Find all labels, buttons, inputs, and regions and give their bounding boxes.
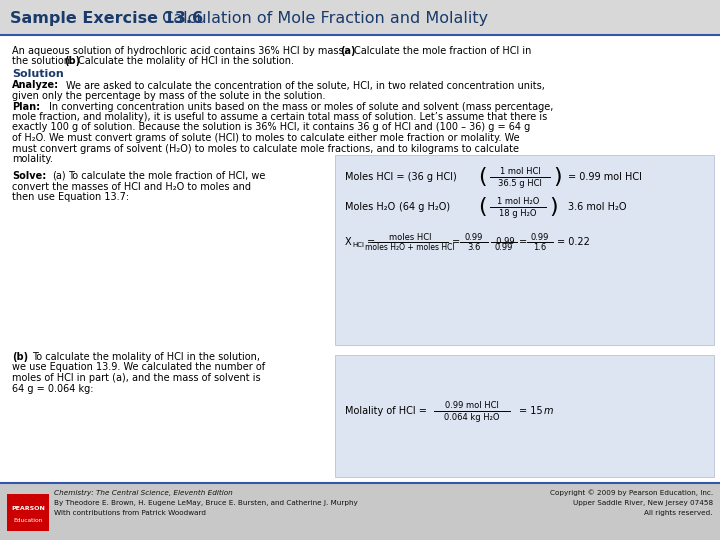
Text: ): ) [554,167,562,187]
Text: Upper Saddle River, New Jersey 07458: Upper Saddle River, New Jersey 07458 [573,500,713,506]
Text: HCl: HCl [352,242,364,248]
Text: To calculate the mole fraction of HCl, we: To calculate the mole fraction of HCl, w… [68,171,266,181]
Text: 1.6: 1.6 [534,244,546,253]
Text: the solution.: the solution. [12,57,76,66]
Text: (a): (a) [340,46,356,56]
Text: Calculate the molality of HCl in the solution.: Calculate the molality of HCl in the sol… [78,57,294,66]
Text: Calculate the mole fraction of HCl in: Calculate the mole fraction of HCl in [354,46,531,56]
Text: Sample Exercise 13.6: Sample Exercise 13.6 [10,10,203,25]
Text: In converting concentration units based on the mass or moles of solute and solve: In converting concentration units based … [49,102,554,111]
Text: (b): (b) [64,57,80,66]
Text: 64 g = 0.064 kg:: 64 g = 0.064 kg: [12,383,94,394]
Text: 0.99 mol HCl: 0.99 mol HCl [445,402,499,410]
Text: m: m [544,406,554,416]
Text: Molality of HCl =: Molality of HCl = [345,406,427,416]
Text: (a): (a) [52,171,66,181]
Text: We are asked to calculate the concentration of the solute, HCl, in two related c: We are asked to calculate the concentrat… [66,80,545,91]
Text: (64 g H₂O): (64 g H₂O) [399,202,450,212]
Text: 3.6: 3.6 [467,244,481,253]
Text: Chemistry: The Central Science, Eleventh Edition: Chemistry: The Central Science, Eleventh… [54,490,233,496]
Text: moles HCl: moles HCl [389,233,431,241]
Text: of H₂O. We must convert grams of solute (HCl) to moles to calculate either mole : of H₂O. We must convert grams of solute … [12,133,520,143]
Text: Analyze:: Analyze: [12,80,59,91]
Text: Solution: Solution [12,69,64,79]
Text: =: = [519,237,527,247]
Text: Calculation of Mole Fraction and Molality: Calculation of Mole Fraction and Molalit… [157,10,488,25]
Text: 36.5 g HCl: 36.5 g HCl [498,179,542,187]
Text: Solve:: Solve: [12,171,46,181]
Text: (b): (b) [12,352,28,362]
Text: Moles HCl = (36 g HCl): Moles HCl = (36 g HCl) [345,172,456,182]
Text: 18 g H₂O: 18 g H₂O [499,208,536,218]
Text: moles of HCl in part (a), and the mass of solvent is: moles of HCl in part (a), and the mass o… [12,373,261,383]
Text: = 0.22: = 0.22 [557,237,590,247]
Text: we use Equation 13.9. We calculated the number of: we use Equation 13.9. We calculated the … [12,362,265,373]
Text: Plan:: Plan: [12,102,40,111]
Text: (: ( [477,197,486,217]
Text: then use Equation 13.7:: then use Equation 13.7: [12,192,129,202]
Text: must convert grams of solvent (H₂O) to moles to calculate mole fractions, and to: must convert grams of solvent (H₂O) to m… [12,144,519,153]
Text: 3.6 mol H₂O: 3.6 mol H₂O [568,202,626,212]
Text: 1 mol HCl: 1 mol HCl [500,167,541,177]
Text: =: = [367,237,375,247]
Text: 1 mol H₂O: 1 mol H₂O [497,198,539,206]
Text: given only the percentage by mass of the solute in the solution.: given only the percentage by mass of the… [12,91,325,101]
Text: With contributions from Patrick Woodward: With contributions from Patrick Woodward [54,510,206,516]
Bar [0,35,720,483]
Bar [0,0,720,35]
Text: convert the masses of HCl and H₂O to moles and: convert the masses of HCl and H₂O to mol… [12,181,251,192]
Text: An aqueous solution of hydrochloric acid contains 36% HCl by mass.: An aqueous solution of hydrochloric acid… [12,46,350,56]
Text: = 15: = 15 [519,406,546,416]
Text: moles H₂O + moles HCl: moles H₂O + moles HCl [365,244,455,253]
Text: By Theodore E. Brown, H. Eugene LeMay, Bruce E. Bursten, and Catherine J. Murphy: By Theodore E. Brown, H. Eugene LeMay, B… [54,500,358,506]
Text: X: X [345,237,351,247]
Text: 0.99: 0.99 [491,238,515,246]
Text: Moles H₂O: Moles H₂O [345,202,395,212]
Text: ): ) [549,197,558,217]
Text: mole fraction, and molality), it is useful to assume a certain total mass of sol: mole fraction, and molality), it is usef… [12,112,547,122]
Bar [7,494,49,531]
Bar [335,155,714,345]
Text: =: = [452,237,460,247]
Text: All rights reserved.: All rights reserved. [644,510,713,516]
Text: molality.: molality. [12,154,53,164]
Text: (: ( [477,167,486,187]
Text: = 0.99 mol HCl: = 0.99 mol HCl [568,172,642,182]
Bar [0,483,720,540]
Text: 0.99: 0.99 [531,233,549,241]
Text: 0.99: 0.99 [495,244,513,253]
Text: To calculate the molality of HCl in the solution,: To calculate the molality of HCl in the … [32,352,260,362]
Text: exactly 100 g of solution. Because the solution is 36% HCl, it contains 36 g of : exactly 100 g of solution. Because the s… [12,123,530,132]
Text: PEARSON: PEARSON [11,505,45,510]
Bar [335,355,714,477]
Text: Copyright © 2009 by Pearson Education, Inc.: Copyright © 2009 by Pearson Education, I… [550,490,713,496]
Text: 0.99: 0.99 [465,233,483,241]
Text: 0.064 kg H₂O: 0.064 kg H₂O [444,413,500,422]
Text: Education: Education [14,517,42,523]
